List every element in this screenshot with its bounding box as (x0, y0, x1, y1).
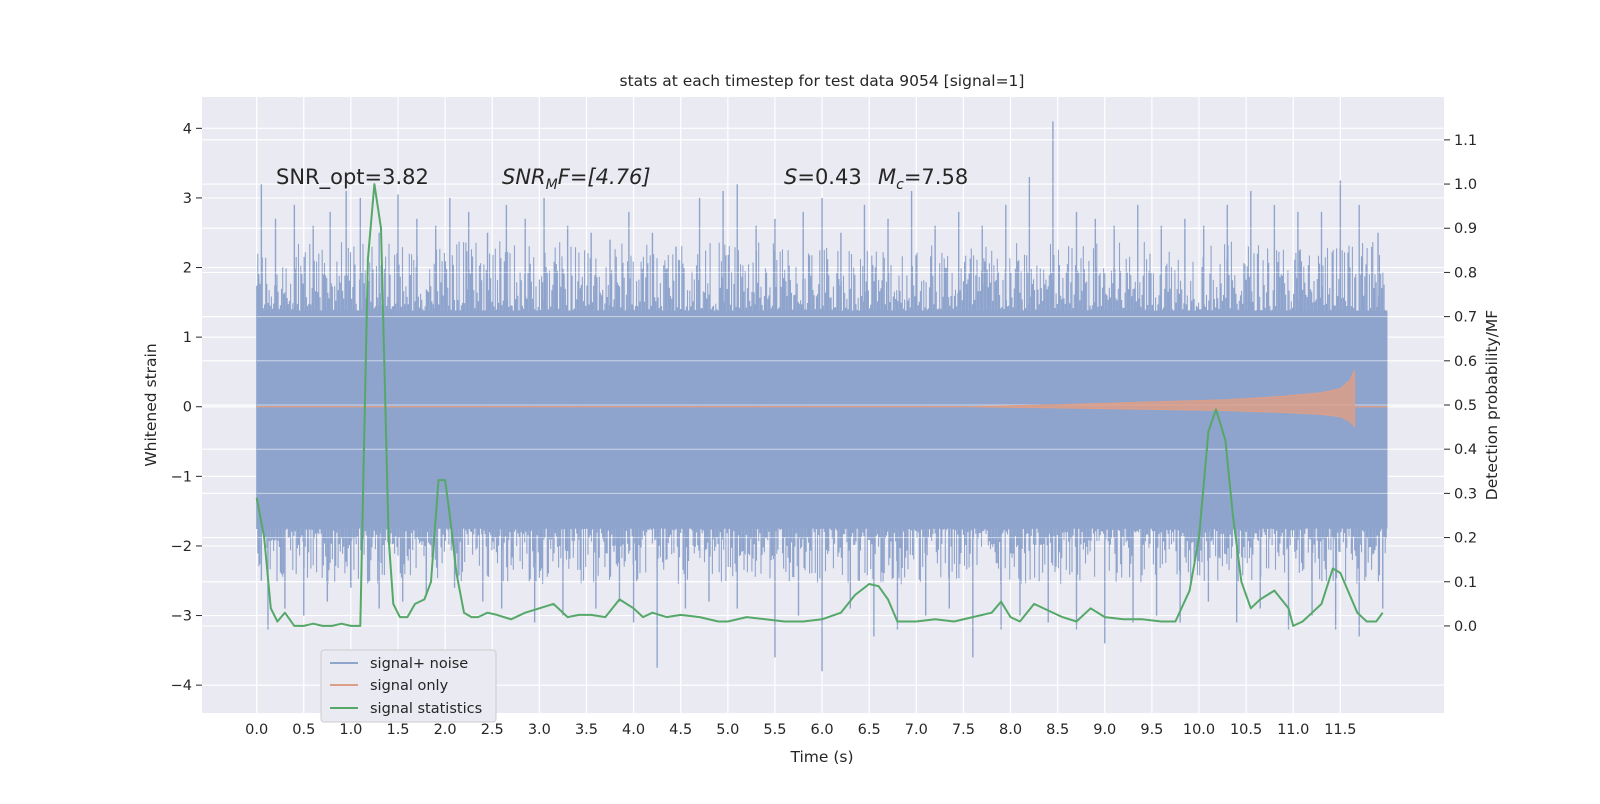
mc-sub: c (896, 177, 904, 193)
signal-statistics-series (255, 183, 1384, 627)
right-y-tick-label: 0.8 (1454, 265, 1477, 281)
left-y-tick-label: 3 (183, 191, 192, 207)
right-y-tick-label: 0.3 (1454, 486, 1477, 502)
x-tick-label: 5.5 (763, 722, 786, 738)
x-tick-label: 3.0 (528, 722, 551, 738)
x-tick-label: 2.0 (434, 722, 457, 738)
legend-box (320, 649, 497, 723)
s-value: =0.43 (797, 165, 861, 189)
left-y-tick-label: −2 (171, 539, 192, 555)
legend: signal+ noise signal only signal statist… (320, 649, 497, 723)
left-y-axis-ticks: 4 3 2 1 0 −1 −2 −3 −4 (171, 121, 202, 694)
mc-value: =7.58 (904, 165, 968, 189)
left-y-tick-label: 1 (183, 330, 192, 346)
x-tick-label: 10.5 (1230, 722, 1262, 738)
chart-title: stats at each timestep for test data 905… (620, 72, 1025, 90)
right-y-tick-label: 0.5 (1454, 398, 1477, 414)
x-tick-label: 9.5 (1140, 722, 1163, 738)
x-tick-label: 3.5 (575, 722, 598, 738)
right-y-tick-label: 0.2 (1454, 531, 1477, 547)
right-y-tick-label: 0.0 (1454, 619, 1477, 635)
s-annotation: S=0.43 (784, 165, 862, 189)
x-tick-label: 1.0 (339, 722, 362, 738)
snr-mf-main: SNR (502, 165, 546, 189)
mc-annotation: Mc=7.58 (878, 165, 968, 193)
signal-noise-series (256, 121, 1388, 672)
right-y-tick-label: 1.1 (1454, 133, 1477, 149)
x-tick-label: 2.5 (481, 722, 504, 738)
x-tick-label: 8.0 (999, 722, 1022, 738)
x-tick-label: 1.5 (386, 722, 409, 738)
snr-opt-annotation: SNR_opt=3.82 (276, 165, 429, 190)
x-tick-label: 7.0 (905, 722, 928, 738)
x-tick-label: 4.5 (669, 722, 692, 738)
x-tick-label: 11.5 (1324, 722, 1356, 738)
snr-mf-annotation: SNRMF=[4.76] (502, 165, 651, 193)
x-tick-label: 7.5 (952, 722, 975, 738)
right-y-tick-label: 0.1 (1454, 575, 1477, 591)
legend-label-signal-noise: signal+ noise (370, 656, 468, 672)
x-tick-label: 6.5 (858, 722, 881, 738)
right-y-tick-label: 0.6 (1454, 354, 1477, 370)
x-tick-label: 10.0 (1183, 722, 1215, 738)
right-y-tick-label: 0.7 (1454, 310, 1477, 326)
snr-mf-sub: M (546, 177, 558, 193)
x-axis-ticks: 0.0 0.5 1.0 1.5 2.0 2.5 3.0 3.5 4.0 4.5 5.0 5.5 6.0 6… (245, 722, 1356, 738)
s-symbol: S (784, 165, 797, 189)
x-tick-label: 9.0 (1093, 722, 1116, 738)
x-tick-label: 6.0 (811, 722, 834, 738)
left-y-tick-label: 0 (183, 400, 192, 416)
right-y-tick-label: 0.9 (1454, 221, 1477, 237)
signal-statistics-line (255, 183, 1384, 627)
legend-label-signal-only: signal only (370, 678, 449, 694)
snr-mf-f: F=[4.76] (558, 165, 651, 189)
x-tick-label: 11.0 (1277, 722, 1309, 738)
x-tick-label: 0.5 (292, 722, 315, 738)
right-y-axis-ticks: 1.1 1.0 0.9 0.8 0.7 0.6 0.5 0.4 0.3 0.2 0.1 0.0 (1444, 133, 1477, 635)
x-tick-label: 4.0 (622, 722, 645, 738)
x-axis-label: Time (s) (789, 748, 853, 766)
right-y-tick-label: 0.4 (1454, 442, 1477, 458)
left-y-tick-label: −4 (171, 678, 192, 694)
right-y-axis-label: Detection probability/MF (1483, 310, 1501, 501)
x-tick-label: 8.5 (1046, 722, 1069, 738)
left-y-tick-label: 4 (183, 121, 192, 137)
left-y-tick-label: 2 (183, 261, 192, 277)
x-tick-label: 5.0 (716, 722, 739, 738)
left-y-tick-label: −1 (171, 469, 192, 485)
left-y-tick-label: −3 (171, 609, 192, 625)
mc-symbol: M (878, 165, 896, 189)
x-tick-label: 0.0 (245, 722, 268, 738)
legend-label-signal-statistics: signal statistics (370, 701, 482, 717)
right-y-tick-label: 1.0 (1454, 177, 1477, 193)
left-y-axis-label: Whitened strain (142, 343, 160, 466)
